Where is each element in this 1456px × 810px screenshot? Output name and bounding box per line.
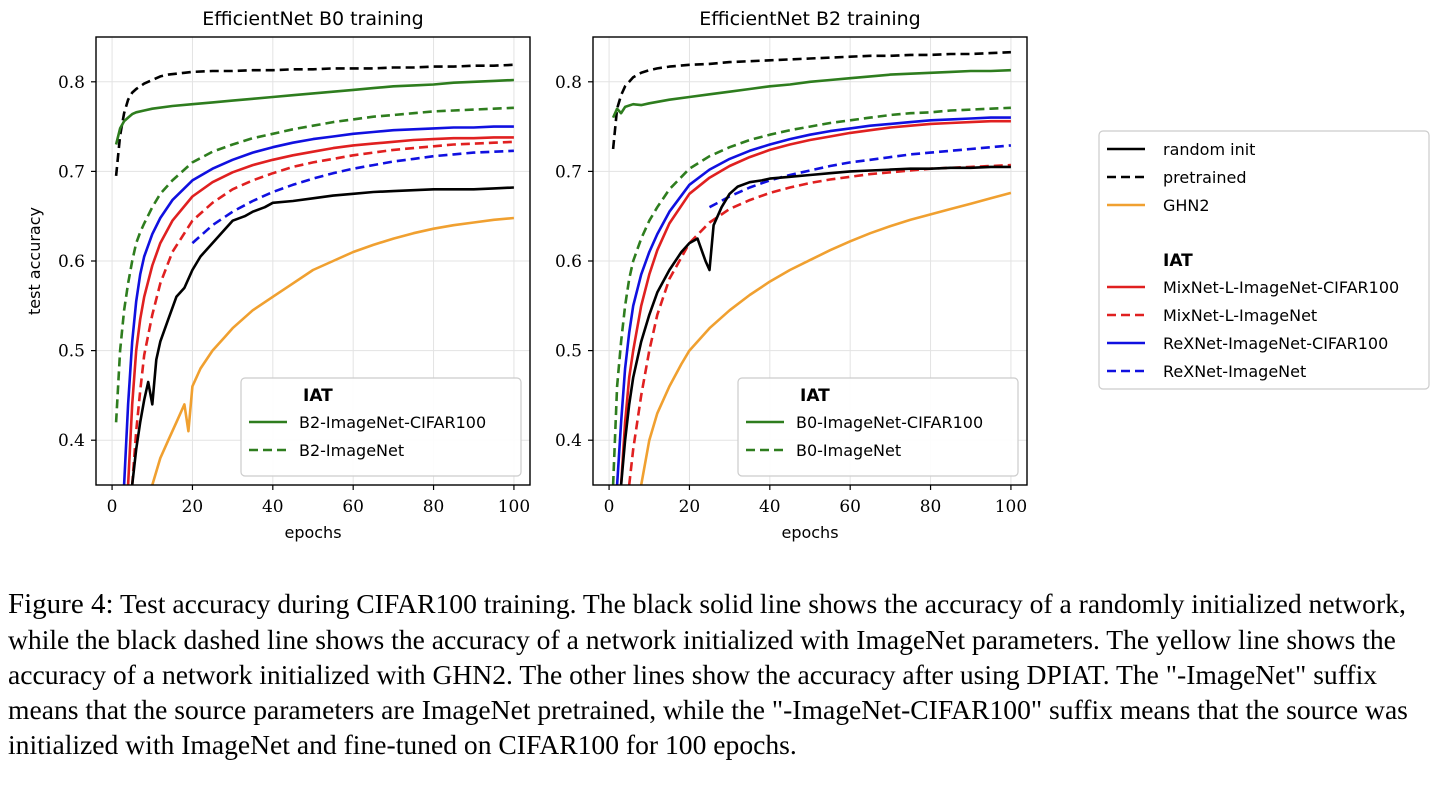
series-line-ghn2 (639, 191, 1012, 485)
x-tick-label: 40 (262, 497, 284, 517)
series-line-random_init (619, 165, 1011, 485)
chart-title: EfficientNet B0 training (202, 8, 423, 30)
legend-label-rexnet_cifar: ReXNet-ImageNet-CIFAR100 (1163, 334, 1388, 353)
x-tick-label: 80 (920, 497, 942, 517)
y-tick-label: 0.7 (58, 162, 85, 182)
inner-legend-box (737, 377, 1019, 477)
y-tick-label: 0.4 (58, 431, 85, 451)
caption-label: Figure 4: (8, 588, 114, 620)
x-tick-label: 60 (342, 497, 364, 517)
series-line-effnet_imagenet (611, 106, 1011, 485)
series-line-ghn2 (151, 216, 515, 485)
y-axis-label: test accuracy (25, 207, 44, 315)
series-line-pretrained (611, 50, 1011, 150)
legend-label-random_init: random init (1163, 140, 1255, 159)
shared-legend: random init pretrained GHN2 IAT MixNet-L-Ima… (1098, 130, 1430, 390)
legend-label-effnet_cifar: B2-ImageNet-CIFAR100 (299, 413, 486, 432)
series-line-pretrained (114, 63, 514, 177)
series-line-mixnet_imagenet (130, 140, 514, 485)
legend-label-mixnet_cifar: MixNet-L-ImageNet-CIFAR100 (1163, 278, 1399, 297)
x-tick-label: 0 (107, 497, 118, 517)
inner-legend: IAT B2-ImageNet-CIFAR100 B2-ImageNet (240, 377, 522, 477)
side-legend-box (1098, 130, 1430, 390)
caption-text: Test accuracy during CIFAR100 training. … (8, 588, 1408, 760)
series-line-mixnet_cifar (619, 119, 1011, 485)
x-tick-label: 20 (182, 497, 204, 517)
legend-label-pretrained: pretrained (1163, 168, 1246, 187)
x-axis-label: epochs (781, 523, 838, 542)
side-legend-group-title: IAT (1163, 251, 1193, 271)
series-line-rexnet_cifar (615, 116, 1011, 485)
x-tick-label: 20 (679, 497, 701, 517)
x-tick-label: 60 (839, 497, 861, 517)
y-tick-label: 0.5 (555, 342, 582, 362)
y-tick-label: 0.7 (555, 162, 582, 182)
series-group (114, 63, 515, 485)
series-line-effnet_imagenet (114, 106, 514, 423)
legend-label-effnet_cifar: B0-ImageNet-CIFAR100 (796, 413, 983, 432)
legend-label-effnet_imagenet: B0-ImageNet (796, 441, 901, 460)
x-tick-label: 80 (423, 497, 445, 517)
series-line-mixnet_imagenet (627, 163, 1011, 485)
series-line-effnet_cifar (611, 68, 1011, 119)
chart-title: EfficientNet B2 training (699, 8, 920, 30)
y-tick-label: 0.5 (58, 342, 85, 362)
y-tick-label: 0.6 (58, 252, 85, 272)
inner-legend-box (240, 377, 522, 477)
y-tick-label: 0.4 (555, 431, 582, 451)
y-tick-label: 0.6 (555, 252, 582, 272)
figure-caption: Figure 4: Test accuracy during CIFAR100 … (8, 586, 1452, 762)
series-line-rexnet_imagenet (191, 149, 514, 245)
x-tick-label: 100 (498, 497, 530, 517)
series-line-rexnet_imagenet (708, 144, 1012, 209)
inner-legend-title: IAT (800, 386, 830, 406)
legend-label-ghn2: GHN2 (1163, 196, 1210, 215)
legend-label-effnet_imagenet: B2-ImageNet (299, 441, 404, 460)
inner-legend-title: IAT (303, 386, 333, 406)
series-line-random_init (130, 186, 514, 485)
x-tick-label: 0 (604, 497, 615, 517)
y-tick-label: 0.8 (555, 73, 582, 93)
x-tick-label: 100 (995, 497, 1027, 517)
series-line-mixnet_cifar (126, 136, 514, 485)
series-line-effnet_cifar (114, 78, 514, 145)
y-tick-label: 0.8 (58, 73, 85, 93)
legend-label-mixnet_imagenet: MixNet-L-ImageNet (1163, 306, 1317, 325)
inner-legend: IAT B0-ImageNet-CIFAR100 B0-ImageNet (737, 377, 1019, 477)
chart-b0-training: 0 20 40 60 80 100 0.4 0.5 0.6 0.7 0.8 EfficientNet … (25, 8, 531, 542)
x-tick-label: 40 (759, 497, 781, 517)
series-line-rexnet_cifar (122, 125, 514, 485)
series-group (611, 50, 1012, 485)
legend-label-rexnet_imagenet: ReXNet-ImageNet (1163, 362, 1306, 381)
chart-b2-training: 0 20 40 60 80 100 0.4 0.5 0.6 0.7 0.8 EfficientNet … (555, 8, 1028, 542)
x-axis-label: epochs (284, 523, 341, 542)
